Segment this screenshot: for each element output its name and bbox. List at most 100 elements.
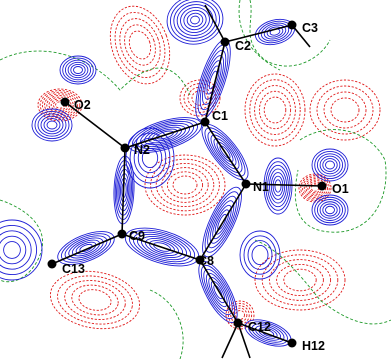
bond-density-contour — [202, 186, 242, 258]
atom-label-n1: N1 — [253, 180, 269, 194]
atom-n1 — [241, 179, 251, 189]
bond-density-contour — [173, 1, 217, 39]
atom-labels: C2 C3 O2 N2 C1 N1 O1 C9 C13 C8 C12 H12 — [62, 21, 349, 353]
bond-density-contour — [266, 26, 284, 38]
deficit-contour — [64, 280, 126, 320]
bonds — [51, 4, 323, 359]
bond-density-contour — [75, 241, 97, 255]
lone-pair-contour — [67, 61, 89, 79]
bond-density-contour — [176, 4, 214, 36]
deficit-contour — [191, 90, 209, 106]
deficit-contour — [144, 154, 226, 216]
lone-pair-contour — [141, 147, 159, 169]
deficit-contour — [330, 97, 360, 123]
deficit-contour — [254, 85, 296, 135]
lone-pair-contour — [316, 153, 344, 177]
zero-contour — [0, 50, 191, 96]
deficit-contour — [109, 5, 171, 85]
lone-pair-contour — [129, 132, 171, 184]
lone-pair-contour — [270, 172, 286, 200]
deficit-contour — [183, 83, 217, 113]
lone-pair-contour — [322, 203, 338, 217]
lone-pair-contour — [46, 120, 58, 130]
atom-c12 — [233, 318, 243, 328]
lone-pair-contour — [37, 113, 67, 137]
atom-c9 — [117, 229, 127, 239]
bond-density-contour — [258, 327, 278, 339]
deficit-contour — [235, 310, 245, 320]
lone-pair-contour — [73, 66, 83, 74]
deficit-contour — [166, 171, 204, 199]
bond-density-contour — [204, 60, 222, 100]
bond-density-contour — [206, 65, 220, 95]
bond-density-contour — [212, 204, 232, 240]
atom-c8 — [195, 255, 205, 265]
bond-density-contour — [64, 235, 108, 261]
deficit-contour — [78, 289, 112, 311]
deficit-contour — [244, 73, 306, 147]
lone-pair-contour — [311, 194, 349, 226]
deficit-contour — [161, 167, 209, 203]
lone-pair-contour — [133, 137, 167, 179]
lone-pair-contour — [62, 57, 94, 83]
bond-stub — [291, 24, 311, 48]
bond-density-contour — [186, 12, 204, 28]
deficit-contour — [41, 91, 79, 119]
zero-contour — [0, 199, 44, 283]
lone-pair-contour — [70, 63, 86, 77]
bond-stub — [204, 4, 226, 43]
deficit-contour — [119, 18, 161, 72]
bond-density-contour — [251, 323, 285, 343]
bond-stub — [221, 322, 239, 359]
deficit-contour — [268, 259, 332, 301]
bond-density-contour — [166, 0, 224, 45]
bond-density-contour — [248, 321, 288, 345]
atom-c2 — [220, 37, 230, 47]
atom-label-c12: C12 — [248, 320, 271, 334]
bond-n2-o2 — [64, 101, 126, 149]
deficit-contour — [71, 284, 119, 316]
bond-density-contour — [68, 237, 104, 259]
bond-c1-n2 — [124, 121, 206, 149]
bond-c2-c1 — [204, 41, 226, 123]
lone-pair-contour — [0, 224, 38, 276]
deficit-contour — [230, 305, 250, 325]
deficit-contour — [150, 158, 220, 212]
deficit-contour — [57, 275, 133, 325]
lone-pair-contour — [314, 196, 346, 224]
deficit-contour — [124, 24, 156, 66]
bond-n1-c8 — [199, 183, 247, 261]
lone-pair-contour — [137, 142, 163, 174]
deficit-contour — [309, 79, 381, 141]
bond-density-contour — [180, 7, 210, 33]
deficit-contour — [276, 263, 324, 297]
atom-label-n2: N2 — [134, 143, 150, 157]
deficit-contour — [302, 176, 328, 200]
deficit-contour — [300, 175, 330, 201]
lone-pair-contour — [243, 235, 277, 275]
bond-n2-c9 — [121, 147, 126, 235]
lone-pair-contour — [40, 115, 64, 135]
lone-pair-contour — [274, 179, 282, 193]
lone-pair-contour — [265, 161, 291, 211]
bond-density-contour — [263, 24, 287, 40]
lone-pair-contour — [59, 55, 97, 85]
lone-pair-contour — [43, 118, 61, 132]
bond-c9-c13 — [51, 233, 123, 265]
lone-pair-contour — [31, 108, 73, 142]
atom-o2 — [60, 97, 70, 107]
lone-pair-contour — [34, 110, 70, 140]
deficit-contour — [48, 96, 72, 114]
deficit-contour — [254, 249, 346, 311]
bond-n1-o1 — [245, 183, 323, 187]
atom-label-c8: C8 — [198, 254, 214, 268]
lone-pair-contour — [322, 158, 338, 172]
bond-density-contour — [254, 325, 282, 341]
atoms — [47, 20, 327, 348]
bond-c12-h12 — [237, 322, 293, 344]
deficit-contour — [263, 96, 287, 124]
bond-stub — [237, 322, 251, 359]
bond-density-contour — [170, 0, 220, 42]
atom-label-c13: C13 — [62, 262, 85, 276]
